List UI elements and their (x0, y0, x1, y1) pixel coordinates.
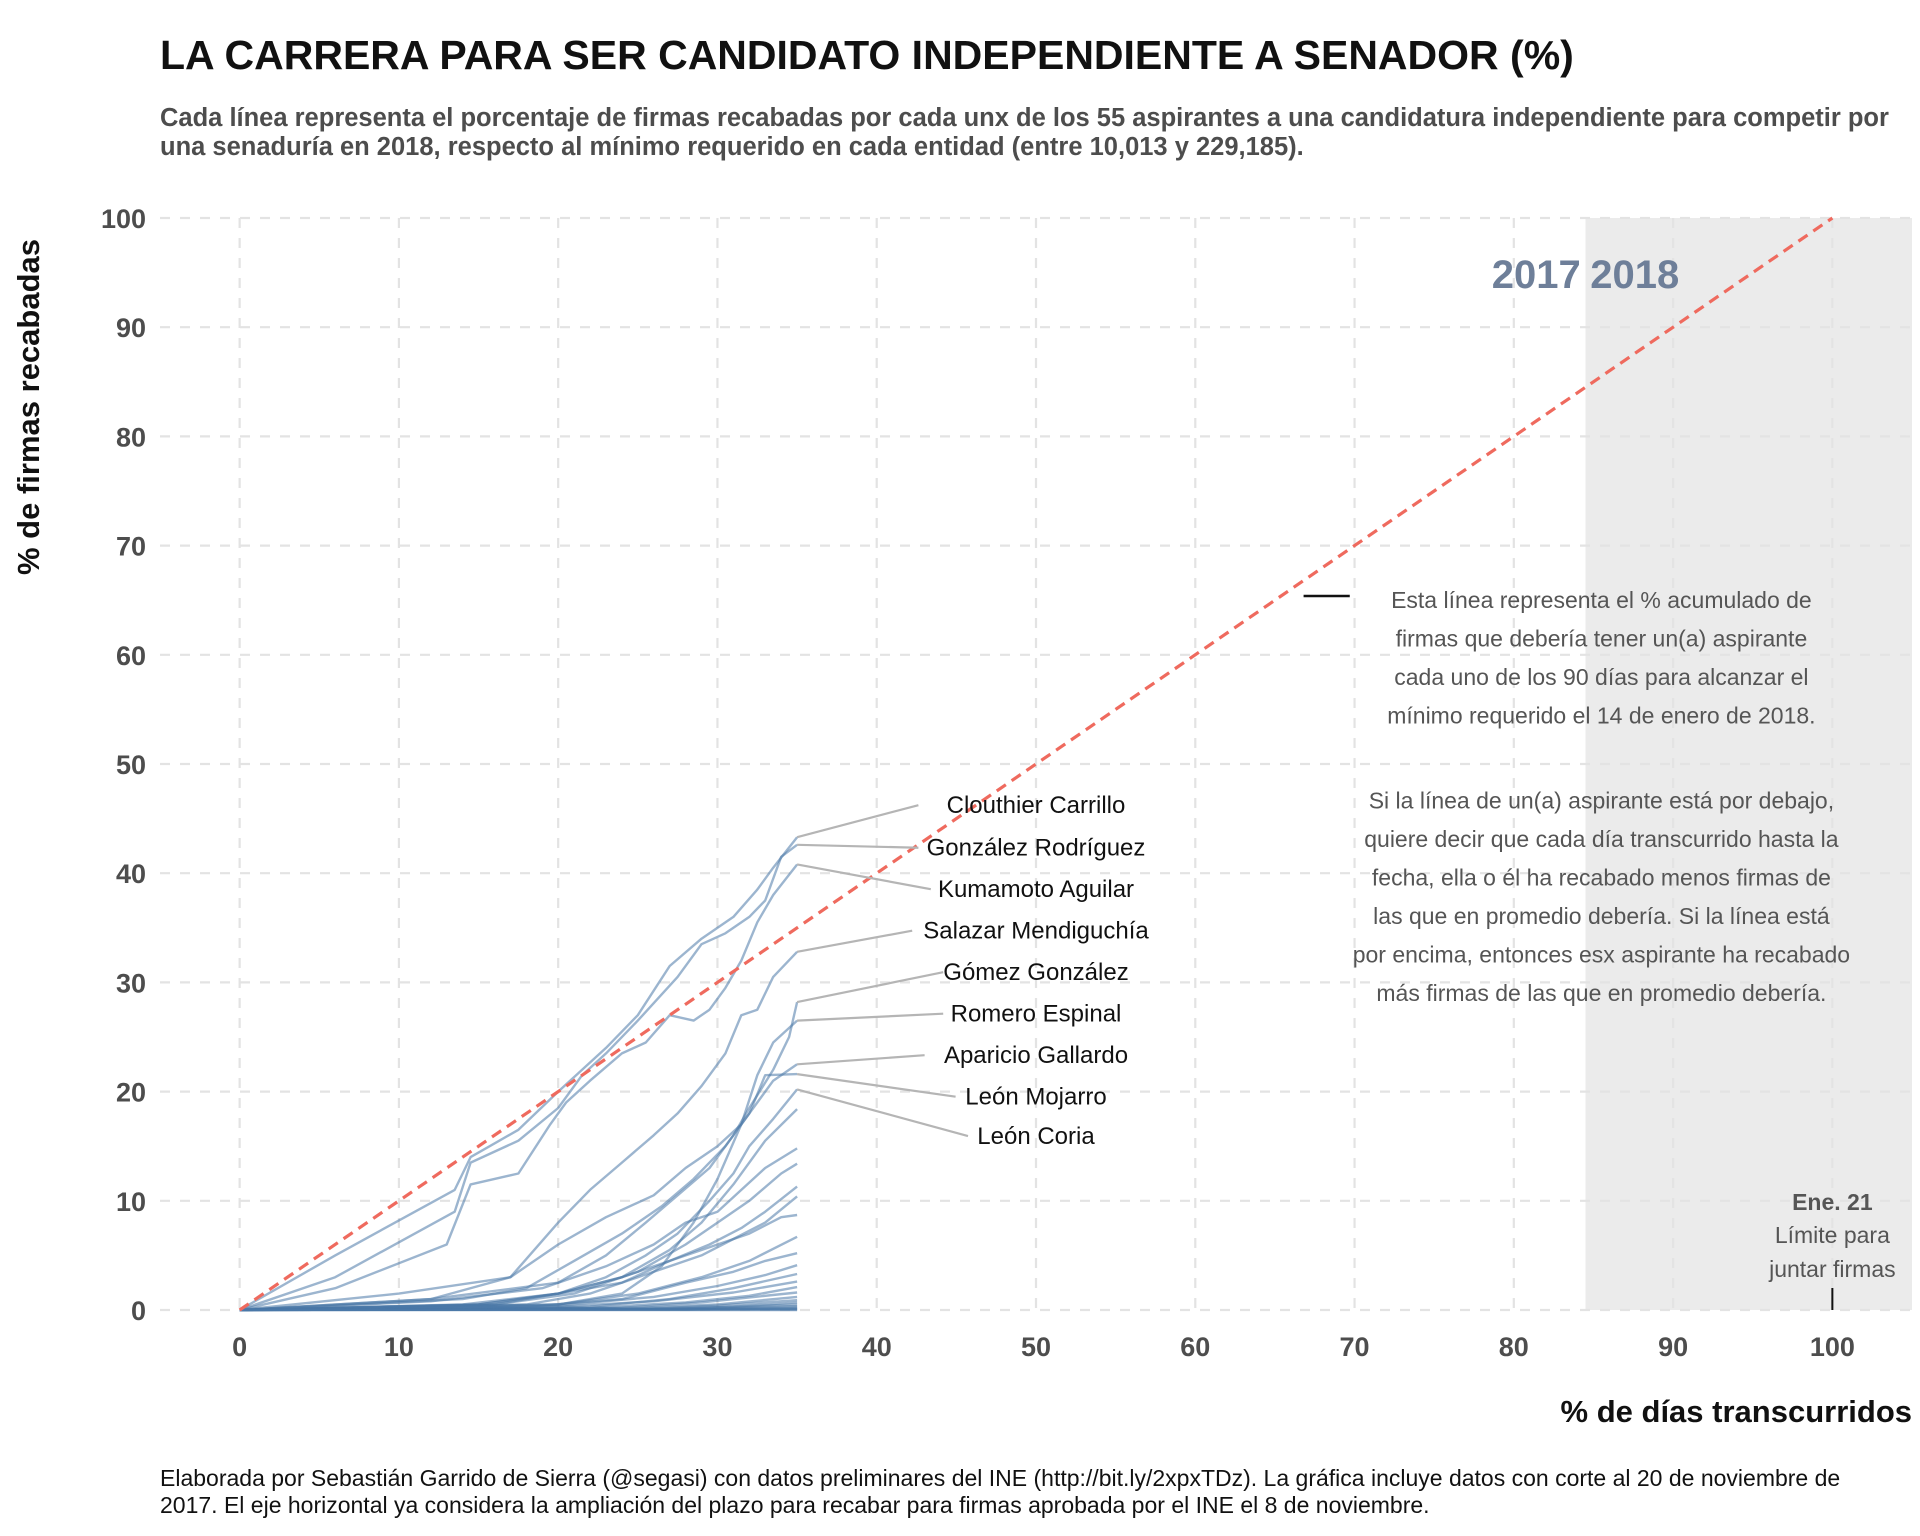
chart-caption: Elaborada por Sebastián Garrido de Sierr… (160, 1465, 1841, 1518)
axes-layer: % de días transcurridos % de firmas reca… (11, 204, 1912, 1429)
reference-note-line: cada uno de los 90 días para alcanzar el (1394, 664, 1808, 690)
grid-layer (160, 216, 1912, 1312)
y-tick-label: 100 (101, 204, 146, 234)
series-label: Kumamoto Aguilar (938, 876, 1134, 903)
series-line-g-mez-gonz-lez (239, 1001, 799, 1312)
reference-note-line: quiere decir que cada día transcurrido h… (1364, 826, 1839, 852)
label-leader (796, 863, 932, 891)
y-tick-label: 80 (116, 422, 146, 452)
series-label: Salazar Mendiguchía (923, 918, 1149, 945)
year-label-2017: 2017 (1492, 253, 1581, 297)
x-axis-title: % de días transcurridos (1561, 1394, 1912, 1429)
leader-layer (796, 804, 969, 1138)
y-tick-label: 60 (116, 641, 146, 671)
year-label-2018: 2018 (1590, 253, 1679, 297)
series-line-aparicio-gallardo (239, 1063, 798, 1312)
series-label: León Coria (977, 1123, 1095, 1150)
chart-title: LA CARRERA PARA SER CANDIDATO INDEPENDIE… (160, 32, 1574, 78)
y-tick-label: 40 (116, 859, 146, 889)
label-leader (796, 929, 913, 953)
deadline-note-line: juntar firmas (1768, 1256, 1896, 1282)
series-line (239, 1195, 798, 1312)
y-tick-label: 50 (116, 750, 146, 780)
y-tick-label: 20 (116, 1078, 146, 1108)
y-tick-label: 90 (116, 313, 146, 343)
reference-layer (238, 216, 1834, 1312)
line-chart: Clouthier Carrillo González Rodríguez Kuma… (11, 204, 1912, 1429)
label-leader (796, 971, 944, 1004)
series-line-gonz-lez-rodr-guez (239, 843, 798, 1312)
reference-note-line: fecha, ella o él ha recabado menos firma… (1372, 865, 1831, 891)
x-tick-label: 60 (1180, 1332, 1210, 1362)
x-tick-label: 80 (1499, 1332, 1529, 1362)
chart-subtitle: Cada línea representa el porcentaje de f… (160, 104, 1889, 161)
x-tick-label: 10 (384, 1332, 414, 1362)
label-leader (796, 804, 919, 839)
label-leader (797, 1012, 944, 1022)
reference-note-line: las que en promedio debería. Si la línea… (1373, 903, 1830, 929)
x-tick-label: 100 (1810, 1332, 1855, 1362)
series-line (239, 1108, 798, 1312)
x-tick-label: 90 (1658, 1332, 1688, 1362)
y-tick-label: 10 (116, 1187, 146, 1217)
label-leader (796, 1073, 956, 1098)
deadline-title: Ene. 21 (1792, 1189, 1873, 1215)
series-layer (239, 836, 799, 1312)
series-line (239, 1162, 798, 1312)
series-line (239, 1147, 798, 1312)
series-line (239, 1213, 798, 1312)
label-leader (797, 843, 919, 849)
series-line-salazar-mendiguch-a (239, 950, 798, 1312)
x-tick-label: 30 (702, 1332, 732, 1362)
label-leader (797, 1054, 925, 1066)
label-leader (796, 1088, 969, 1138)
x-tick-label: 40 (862, 1332, 892, 1362)
series-label: Gómez González (943, 959, 1128, 986)
series-line-kumamoto-aguilar (239, 863, 799, 1312)
annotation-layer: Clouthier Carrillo González Rodríguez Kuma… (923, 253, 1896, 1310)
y-tick-label: 70 (116, 532, 146, 562)
reference-note-line: mínimo requerido el 14 de enero de 2018. (1387, 703, 1815, 729)
reference-note-line: Esta línea representa el % acumulado de (1391, 587, 1812, 613)
series-line-le-n-mojarro (239, 1072, 798, 1312)
x-tick-label: 20 (543, 1332, 573, 1362)
reference-note-line: Si la línea de un(a) aspirante está por … (1369, 788, 1834, 814)
reference-note-line: firmas que debería tener un(a) aspirante (1396, 626, 1808, 652)
reference-note-line: más firmas de las que en promedio deberí… (1376, 980, 1826, 1006)
series-label: González Rodríguez (927, 835, 1146, 862)
deadline-note-line: Límite para (1775, 1222, 1890, 1248)
y-axis-title: % de firmas recabadas (11, 239, 46, 575)
series-label: León Mojarro (965, 1084, 1106, 1111)
series-label: Clouthier Carrillo (947, 792, 1126, 819)
x-tick-label: 70 (1340, 1332, 1370, 1362)
y-tick-label: 30 (116, 968, 146, 998)
x-tick-label: 0 (232, 1332, 247, 1362)
reference-line (238, 216, 1834, 1312)
series-label: Aparicio Gallardo (944, 1042, 1128, 1069)
reference-note-line: por encima, entonces esx aspirante ha re… (1353, 942, 1850, 968)
y-tick-label: 0 (131, 1296, 146, 1326)
series-label: Romero Espinal (951, 1001, 1122, 1028)
series-line-clouthier-carrillo (239, 836, 799, 1312)
x-tick-label: 50 (1021, 1332, 1051, 1362)
